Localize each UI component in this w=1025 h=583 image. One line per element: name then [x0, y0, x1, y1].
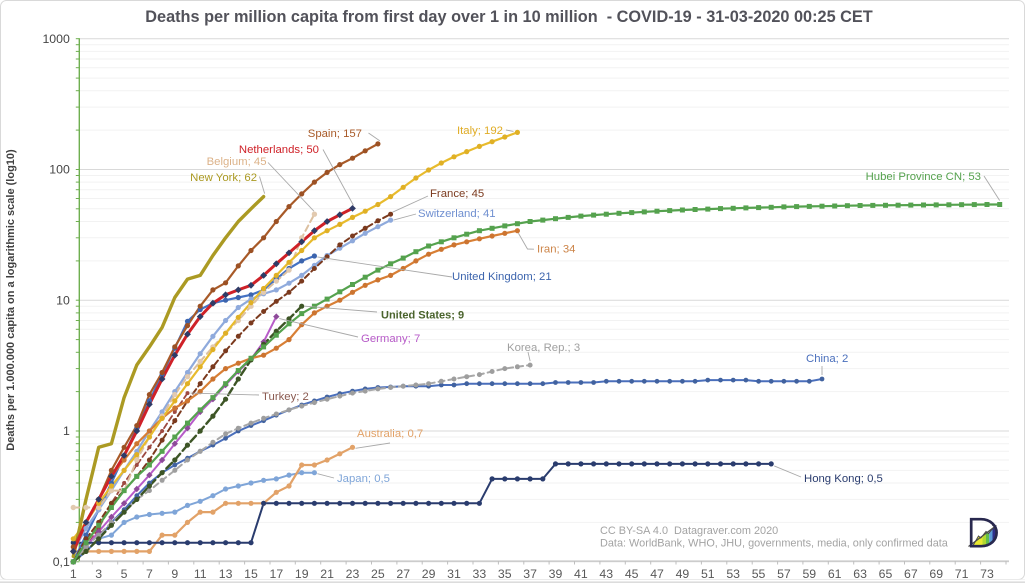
svg-text:China; 2: China; 2: [806, 353, 848, 365]
svg-text:9: 9: [171, 567, 178, 581]
svg-text:10: 10: [56, 293, 70, 307]
svg-text:Hong Kong; 0,5: Hong Kong; 0,5: [804, 473, 883, 485]
svg-text:Italy; 192: Italy; 192: [457, 125, 503, 137]
svg-text:19: 19: [295, 567, 309, 581]
svg-text:100: 100: [49, 163, 70, 177]
svg-text:55: 55: [752, 567, 766, 581]
svg-text:France; 45: France; 45: [430, 188, 484, 200]
svg-text:Germany; 7: Germany; 7: [361, 333, 420, 345]
svg-text:47: 47: [650, 567, 664, 581]
svg-text:17: 17: [269, 567, 283, 581]
svg-text:33: 33: [473, 567, 487, 581]
svg-text:7: 7: [146, 567, 153, 581]
svg-text:43: 43: [599, 567, 613, 581]
svg-text:37: 37: [523, 567, 537, 581]
svg-text:27: 27: [396, 567, 410, 581]
svg-text:Deaths per million capita from: Deaths per million capita from first day…: [145, 8, 873, 26]
svg-text:Data: WorldBank, WHO, JHU, gov: Data: WorldBank, WHO, JHU, governments, …: [600, 538, 949, 550]
svg-text:1000: 1000: [42, 32, 70, 46]
svg-text:Japan; 0,5: Japan; 0,5: [337, 473, 390, 485]
svg-text:67: 67: [904, 567, 918, 581]
svg-text:Switzerland; 41: Switzerland; 41: [418, 208, 496, 220]
svg-text:Netherlands; 50: Netherlands; 50: [239, 144, 319, 156]
svg-text:61: 61: [828, 567, 842, 581]
svg-text:Korea, Rep.; 3: Korea, Rep.; 3: [507, 342, 580, 354]
svg-text:United States; 9: United States; 9: [381, 310, 464, 322]
svg-text:29: 29: [422, 567, 436, 581]
svg-text:35: 35: [498, 567, 512, 581]
svg-text:41: 41: [574, 567, 588, 581]
svg-text:73: 73: [980, 567, 994, 581]
svg-text:15: 15: [244, 567, 258, 581]
svg-text:71: 71: [955, 567, 969, 581]
svg-text:53: 53: [726, 567, 740, 581]
svg-text:Turkey; 2: Turkey; 2: [262, 391, 309, 403]
svg-text:23: 23: [346, 567, 360, 581]
svg-text:United Kingdom; 21: United Kingdom; 21: [452, 271, 552, 283]
svg-text:Belgium; 45: Belgium; 45: [207, 156, 267, 168]
svg-text:65: 65: [879, 567, 893, 581]
svg-text:51: 51: [701, 567, 715, 581]
svg-text:New York; 62: New York; 62: [190, 172, 257, 184]
svg-text:3: 3: [95, 567, 102, 581]
svg-text:39: 39: [549, 567, 563, 581]
svg-text:Deaths per 1.000.000 capita on: Deaths per 1.000.000 capita on a logarit…: [5, 149, 17, 451]
svg-text:Iran; 34: Iran; 34: [537, 244, 575, 256]
svg-text:Spain; 157: Spain; 157: [308, 128, 362, 140]
svg-text:Australia; 0,7: Australia; 0,7: [357, 428, 423, 440]
svg-text:13: 13: [219, 567, 233, 581]
svg-text:31: 31: [447, 567, 461, 581]
svg-text:11: 11: [194, 567, 207, 581]
svg-text:63: 63: [853, 567, 867, 581]
svg-text:45: 45: [625, 567, 639, 581]
svg-text:49: 49: [676, 567, 690, 581]
svg-text:57: 57: [777, 567, 791, 581]
svg-text:5: 5: [121, 567, 128, 581]
svg-text:21: 21: [320, 567, 334, 581]
svg-text:25: 25: [371, 567, 385, 581]
svg-text:59: 59: [802, 567, 816, 581]
svg-text:Hubei Province CN; 53: Hubei Province CN; 53: [866, 171, 981, 183]
svg-text:0,1: 0,1: [53, 555, 70, 569]
svg-text:69: 69: [929, 567, 943, 581]
svg-text:1: 1: [70, 567, 77, 581]
svg-text:CC BY-SA 4.0 Datagraver.com 2: CC BY-SA 4.0 Datagraver.com 2020: [600, 525, 778, 537]
svg-text:1: 1: [63, 424, 70, 438]
